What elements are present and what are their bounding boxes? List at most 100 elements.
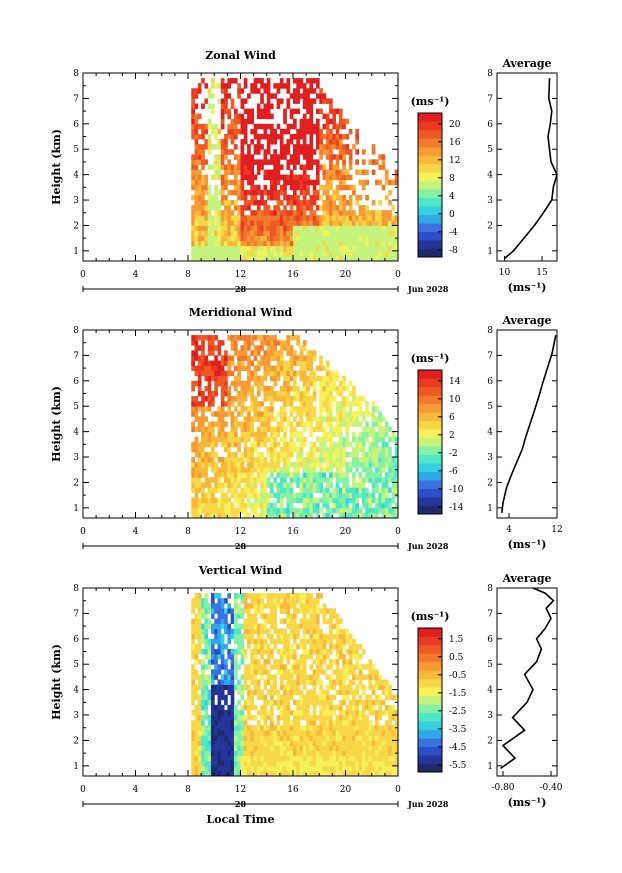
heatmap-cell bbox=[247, 118, 251, 125]
heatmap-cell bbox=[260, 360, 264, 366]
heatmap-cell bbox=[293, 159, 297, 165]
heatmap-cell bbox=[220, 179, 225, 186]
heatmap-cell bbox=[237, 210, 241, 216]
heatmap-cell bbox=[302, 472, 307, 478]
heatmap-cell bbox=[194, 144, 199, 150]
heatmap-cell bbox=[332, 194, 337, 201]
heatmap-cell bbox=[312, 679, 317, 685]
heatmap-cell bbox=[276, 664, 281, 670]
heatmap-cell bbox=[315, 164, 320, 170]
heatmap-cell bbox=[279, 669, 284, 675]
heatmap-cell bbox=[191, 421, 195, 427]
heatmap-cell bbox=[253, 745, 258, 751]
heatmap-cell bbox=[312, 179, 317, 186]
heatmap-cell bbox=[315, 603, 320, 609]
heatmap-cell bbox=[210, 401, 215, 407]
heatmap-cell bbox=[302, 164, 307, 170]
heatmap-cell bbox=[250, 633, 255, 640]
heatmap-cell bbox=[230, 345, 235, 351]
heatmap-cell bbox=[194, 472, 199, 478]
heatmap-cell bbox=[306, 487, 310, 493]
heatmap-cell bbox=[220, 598, 225, 604]
heatmap-cell bbox=[279, 755, 284, 762]
heatmap-cell bbox=[345, 426, 350, 433]
heatmap-cell bbox=[204, 210, 209, 216]
heatmap-cell bbox=[355, 240, 360, 247]
heatmap-cell bbox=[322, 512, 327, 519]
y-tick-label: 8 bbox=[73, 69, 79, 79]
heatmap-cell bbox=[361, 215, 366, 221]
heatmap-cell bbox=[309, 365, 314, 372]
heatmap-cell bbox=[230, 380, 235, 387]
heatmap-cell bbox=[266, 618, 271, 624]
heatmap-cell bbox=[230, 78, 235, 84]
heatmap-cell bbox=[210, 725, 215, 731]
heatmap-cell bbox=[230, 613, 235, 619]
x-tick-label: 20 bbox=[340, 270, 352, 280]
heatmap-cell bbox=[247, 164, 251, 170]
heatmap-cell bbox=[332, 164, 337, 170]
heatmap-cell bbox=[335, 390, 340, 397]
heatmap-cell bbox=[204, 679, 209, 685]
heatmap-cell bbox=[352, 735, 356, 741]
heatmap-cell bbox=[227, 411, 232, 417]
heatmap-cell bbox=[250, 745, 255, 751]
heatmap-cell bbox=[270, 184, 274, 191]
heatmap-cell bbox=[355, 401, 360, 407]
heatmap-cell bbox=[279, 512, 284, 519]
heatmap-cell bbox=[250, 174, 255, 181]
heatmap-cell bbox=[233, 128, 238, 135]
heatmap-cell bbox=[250, 638, 255, 645]
profile-y-tick-label: 7 bbox=[487, 94, 493, 104]
heatmap-cell bbox=[191, 210, 195, 216]
heatmap-cell bbox=[289, 689, 294, 696]
heatmap-cell bbox=[250, 139, 255, 145]
heatmap-cell bbox=[309, 720, 314, 726]
heatmap-cell bbox=[230, 250, 235, 257]
heatmap-cell bbox=[348, 735, 353, 741]
heatmap-cell bbox=[204, 603, 209, 609]
heatmap-cell bbox=[250, 375, 255, 382]
heatmap-cell bbox=[329, 765, 333, 772]
heatmap-cell bbox=[293, 78, 297, 84]
heatmap-cell bbox=[296, 482, 300, 488]
heatmap-cell bbox=[338, 654, 343, 660]
heatmap-cell bbox=[306, 149, 310, 155]
heatmap-cell bbox=[371, 765, 376, 772]
heatmap-cell bbox=[266, 512, 271, 519]
heatmap-cell bbox=[224, 103, 228, 109]
heatmap-cell bbox=[335, 643, 340, 650]
heatmap-cell bbox=[352, 699, 356, 706]
heatmap-cell bbox=[306, 477, 310, 483]
colorbar-swatch bbox=[418, 155, 442, 165]
heatmap-cell bbox=[260, 451, 264, 458]
heatmap-cell bbox=[207, 608, 212, 614]
heatmap-cell bbox=[352, 720, 356, 726]
heatmap-cell bbox=[194, 139, 199, 145]
heatmap-cell bbox=[240, 648, 245, 655]
heatmap-cell bbox=[201, 446, 205, 453]
heatmap-cell bbox=[322, 230, 327, 236]
heatmap-cell bbox=[286, 623, 291, 630]
heatmap-cell bbox=[260, 113, 264, 120]
heatmap-cell bbox=[368, 502, 373, 509]
heatmap-cell bbox=[266, 740, 271, 746]
heatmap-cell bbox=[240, 144, 245, 150]
heatmap-cell bbox=[247, 355, 251, 361]
heatmap-cell bbox=[207, 689, 212, 696]
heatmap-cell bbox=[247, 613, 251, 619]
heatmap-cell bbox=[230, 699, 235, 706]
heatmap-cell bbox=[204, 365, 209, 372]
heatmap-cell bbox=[279, 457, 284, 463]
heatmap-cell bbox=[276, 133, 281, 140]
heatmap-cell bbox=[253, 689, 258, 696]
heatmap-cell bbox=[358, 709, 363, 716]
heatmap-cell bbox=[263, 406, 268, 412]
heatmap-cell bbox=[240, 128, 245, 135]
heatmap-cell bbox=[204, 441, 209, 448]
heatmap-cell bbox=[325, 360, 330, 366]
heatmap-cell bbox=[253, 365, 258, 372]
heatmap-cell bbox=[312, 643, 317, 650]
heatmap-cell bbox=[250, 255, 255, 262]
heatmap-cell bbox=[220, 492, 225, 499]
